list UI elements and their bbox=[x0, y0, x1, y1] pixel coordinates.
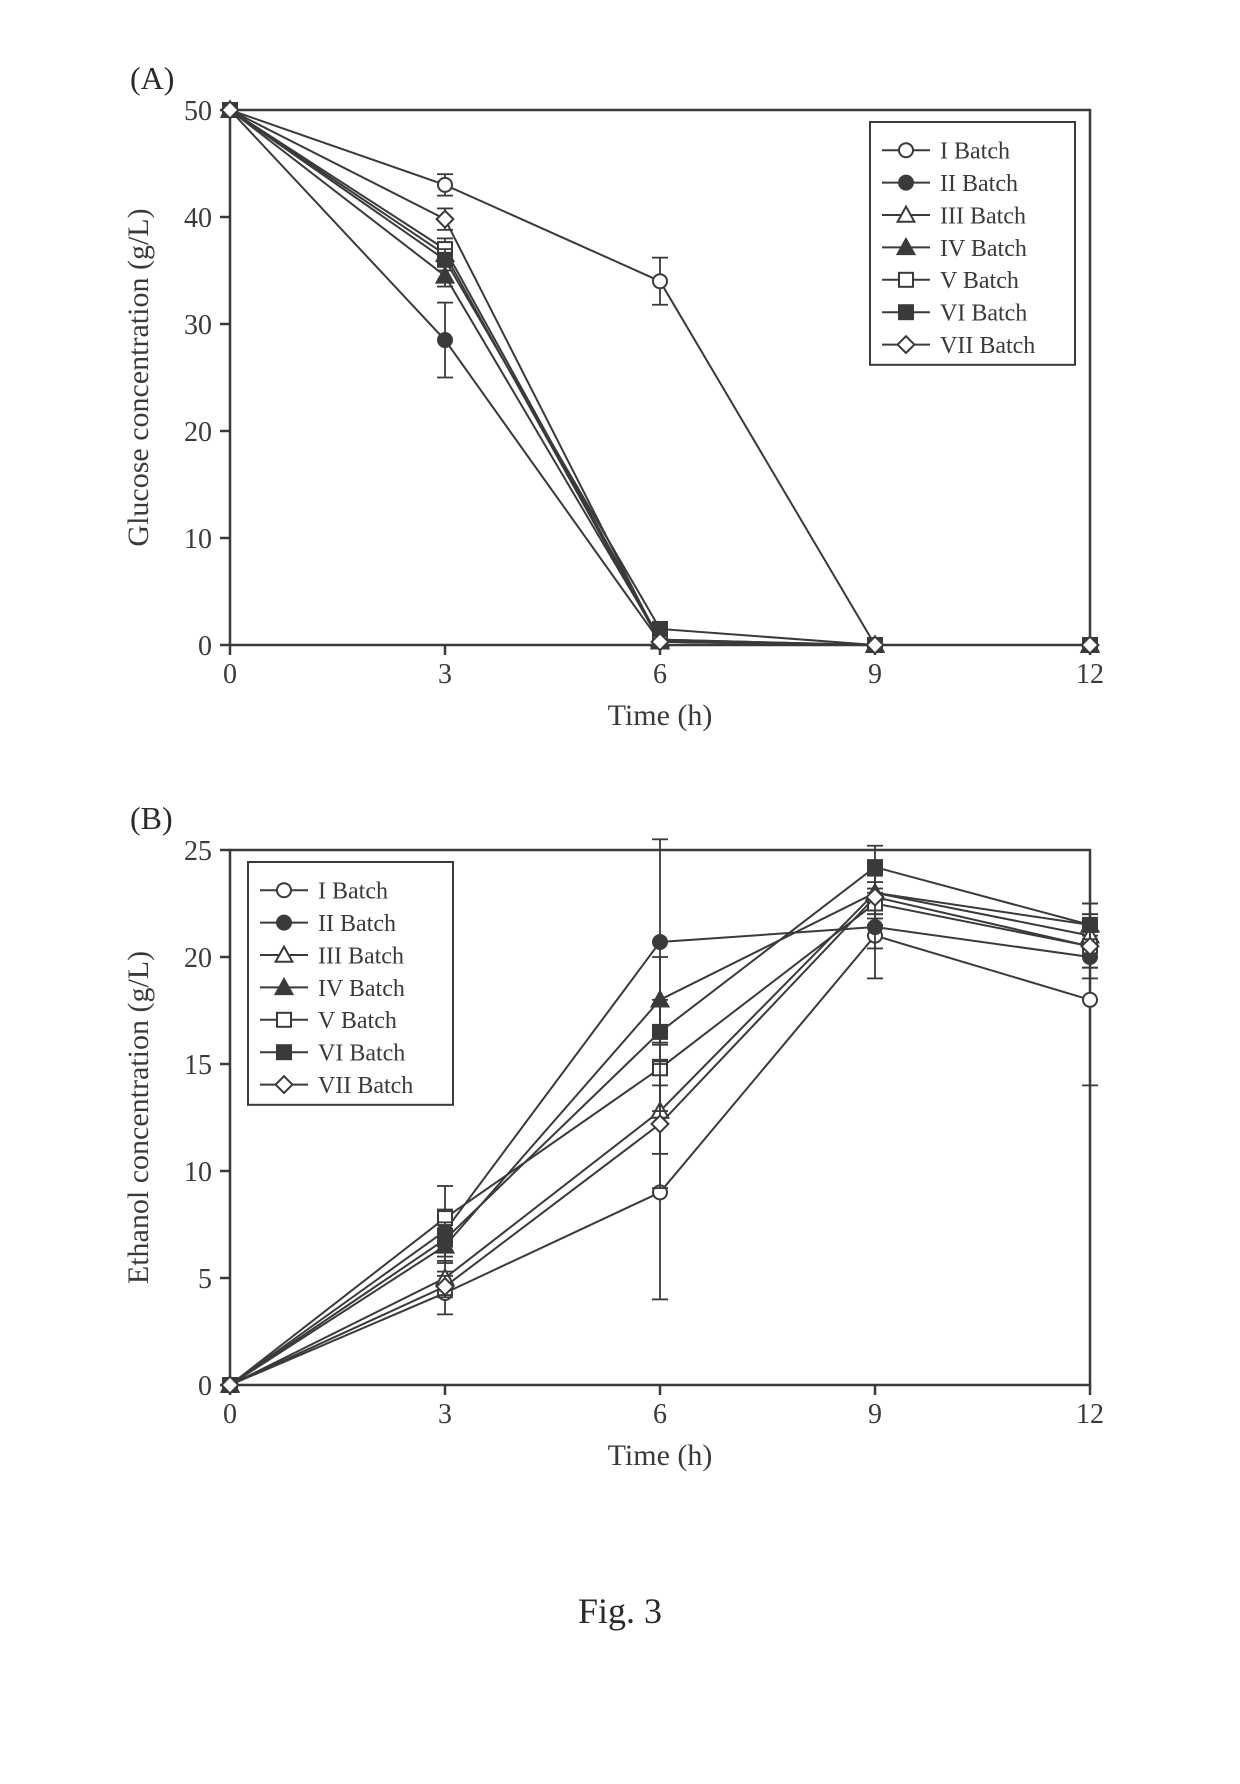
svg-text:3: 3 bbox=[438, 659, 452, 690]
svg-text:III Batch: III Batch bbox=[940, 203, 1026, 229]
svg-text:5: 5 bbox=[198, 1264, 212, 1295]
panel-b-svg: 0 3 6 9 12 0 5 10 15 20 25 Time (h) Ethanol concentr… bbox=[120, 835, 1120, 1485]
svg-text:0: 0 bbox=[223, 1399, 237, 1430]
svg-text:VI Batch: VI Batch bbox=[318, 1041, 405, 1067]
svg-text:II Batch: II Batch bbox=[318, 911, 396, 937]
svg-text:Ethanol concentration (g/L): Ethanol concentration (g/L) bbox=[122, 951, 155, 1284]
svg-text:II Batch: II Batch bbox=[940, 171, 1018, 197]
panel-b-label: (B) bbox=[130, 800, 173, 837]
svg-text:30: 30 bbox=[184, 310, 212, 341]
panel-a-svg: 0 3 6 9 12 0 10 20 30 40 50 Time (h) Glucose concent… bbox=[120, 95, 1120, 745]
svg-text:VII Batch: VII Batch bbox=[940, 333, 1035, 359]
svg-text:III Batch: III Batch bbox=[318, 943, 404, 969]
svg-text:IV Batch: IV Batch bbox=[940, 236, 1027, 262]
svg-text:0: 0 bbox=[223, 659, 237, 690]
svg-text:3: 3 bbox=[438, 1399, 452, 1430]
svg-text:0: 0 bbox=[198, 1371, 212, 1402]
svg-text:12: 12 bbox=[1076, 1399, 1104, 1430]
panel-b-chart: 0 3 6 9 12 0 5 10 15 20 25 Time (h) Ethanol concentr… bbox=[120, 835, 1120, 1485]
svg-text:9: 9 bbox=[868, 659, 882, 690]
svg-text:6: 6 bbox=[653, 1399, 667, 1430]
svg-text:IV Batch: IV Batch bbox=[318, 976, 405, 1002]
svg-text:20: 20 bbox=[184, 943, 212, 974]
panel-a-label: (A) bbox=[130, 60, 174, 97]
svg-text:15: 15 bbox=[184, 1050, 212, 1081]
svg-text:10: 10 bbox=[184, 1157, 212, 1188]
svg-text:12: 12 bbox=[1076, 659, 1104, 690]
panel-a-chart: 0 3 6 9 12 0 10 20 30 40 50 Time (h) Glucose concent… bbox=[120, 95, 1120, 745]
svg-text:0: 0 bbox=[198, 631, 212, 662]
svg-text:10: 10 bbox=[184, 524, 212, 555]
figure-caption: Fig. 3 bbox=[578, 1590, 662, 1632]
svg-text:Time (h): Time (h) bbox=[608, 1439, 713, 1472]
svg-text:V Batch: V Batch bbox=[318, 1008, 397, 1034]
svg-text:V Batch: V Batch bbox=[940, 268, 1019, 294]
svg-text:6: 6 bbox=[653, 659, 667, 690]
svg-text:VI Batch: VI Batch bbox=[940, 301, 1027, 327]
svg-text:Time (h): Time (h) bbox=[608, 699, 713, 732]
svg-text:I Batch: I Batch bbox=[940, 139, 1010, 165]
svg-text:I Batch: I Batch bbox=[318, 879, 388, 905]
svg-text:9: 9 bbox=[868, 1399, 882, 1430]
svg-text:20: 20 bbox=[184, 417, 212, 448]
svg-text:Glucose concentration (g/L): Glucose concentration (g/L) bbox=[122, 208, 155, 546]
svg-text:50: 50 bbox=[184, 96, 212, 127]
svg-text:40: 40 bbox=[184, 203, 212, 234]
svg-text:25: 25 bbox=[184, 836, 212, 867]
svg-text:VII Batch: VII Batch bbox=[318, 1073, 413, 1099]
